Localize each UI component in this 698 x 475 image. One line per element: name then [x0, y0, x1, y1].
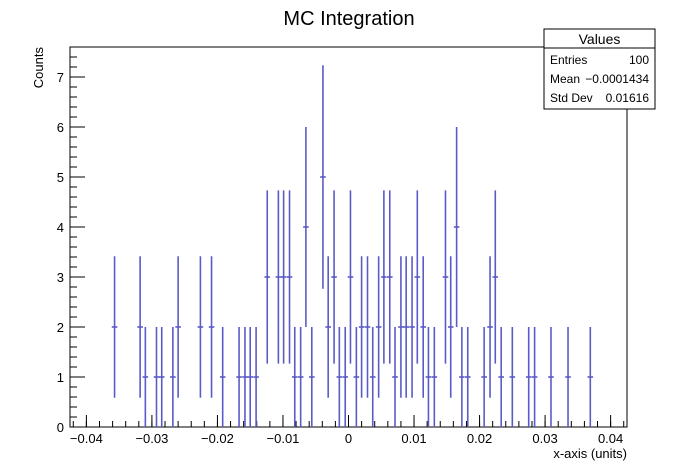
data-point — [364, 256, 371, 398]
data-point — [431, 327, 438, 427]
data-point — [525, 327, 532, 427]
data-point — [403, 256, 409, 398]
data-point — [142, 327, 149, 427]
stats-stddev-value: 0.01616 — [606, 91, 650, 105]
y-tick-label: 0 — [57, 420, 64, 435]
x-tick-label: 0.01 — [401, 431, 426, 446]
data-point — [353, 327, 360, 427]
data-point — [347, 190, 354, 364]
data-point — [309, 327, 315, 427]
x-tick-label: 0.04 — [598, 431, 623, 446]
data-point — [242, 327, 248, 427]
data-point — [280, 190, 287, 364]
y-tick-label: 4 — [57, 220, 64, 235]
x-axis-label: x-axis (units) — [553, 446, 627, 461]
stats-entries-value: 100 — [629, 53, 649, 67]
data-point — [587, 327, 594, 427]
data-points — [111, 65, 594, 427]
data-point — [158, 327, 165, 427]
data-point — [509, 327, 516, 427]
data-point — [175, 256, 181, 398]
data-point — [358, 256, 365, 398]
data-point — [386, 190, 393, 364]
data-point — [459, 327, 465, 427]
data-point — [392, 327, 398, 427]
data-point — [320, 65, 326, 289]
data-point — [153, 327, 160, 427]
plot-frame — [69, 46, 628, 428]
data-point — [447, 256, 454, 398]
data-point — [414, 190, 421, 364]
data-point — [409, 256, 415, 398]
data-point — [375, 256, 382, 398]
data-point — [331, 190, 337, 364]
stats-box-title: Values — [579, 31, 621, 47]
stats-mean-value: −0.0001434 — [585, 72, 649, 86]
data-point — [291, 327, 298, 427]
data-point — [197, 256, 204, 398]
data-point — [286, 190, 293, 364]
data-point — [498, 327, 504, 427]
data-point — [170, 327, 176, 427]
y-axis-ticks: 0 1 2 3 4 5 6 7 — [57, 46, 85, 435]
data-point — [336, 327, 343, 427]
y-tick-label: 1 — [57, 370, 64, 385]
data-point — [253, 327, 259, 427]
data-point — [531, 327, 538, 427]
data-point — [208, 256, 215, 398]
stats-mean-label: Mean — [550, 72, 580, 86]
x-tick-label: 0.03 — [532, 431, 557, 446]
data-point — [219, 327, 226, 427]
x-tick-label: 0.02 — [467, 431, 492, 446]
data-point — [548, 327, 554, 427]
data-point — [481, 327, 487, 427]
data-point — [442, 190, 449, 364]
x-axis-ticks: −0.04 −0.03 −0.02 −0.01 0 0.01 0.02 0.03 0.04 — [70, 415, 625, 446]
data-point — [487, 256, 493, 398]
data-point — [398, 256, 404, 398]
x-tick-label: 0 — [345, 431, 352, 446]
data-point — [247, 327, 253, 427]
data-point — [264, 190, 271, 364]
data-point — [275, 190, 282, 364]
y-tick-label: 3 — [57, 270, 64, 285]
data-point — [565, 327, 571, 427]
y-tick-label: 5 — [57, 170, 64, 185]
data-point — [111, 256, 118, 398]
data-point — [492, 190, 499, 364]
y-axis-label: Counts — [31, 47, 46, 89]
data-point — [303, 127, 309, 327]
stats-box-frame — [543, 28, 656, 110]
data-point — [236, 327, 242, 427]
x-tick-label: −0.03 — [135, 431, 168, 446]
stats-box: Values Entries 100 Mean −0.0001434 Std D… — [543, 28, 656, 110]
x-tick-label: −0.01 — [267, 431, 300, 446]
chart-title: MC Integration — [283, 8, 414, 30]
data-point — [137, 256, 143, 398]
y-tick-label: 7 — [57, 70, 64, 85]
data-point — [297, 327, 304, 427]
data-point — [464, 327, 471, 427]
data-point — [369, 327, 376, 427]
stats-stddev-label: Std Dev — [550, 91, 593, 105]
data-point — [425, 327, 432, 427]
y-tick-label: 6 — [57, 120, 64, 135]
data-point — [342, 327, 349, 427]
y-tick-label: 2 — [57, 320, 64, 335]
data-point — [381, 190, 387, 364]
data-point — [453, 127, 460, 327]
stats-entries-label: Entries — [550, 53, 587, 67]
data-point — [420, 256, 426, 398]
data-point — [325, 256, 331, 398]
x-tick-label: −0.02 — [201, 431, 234, 446]
x-tick-label: −0.04 — [70, 431, 103, 446]
